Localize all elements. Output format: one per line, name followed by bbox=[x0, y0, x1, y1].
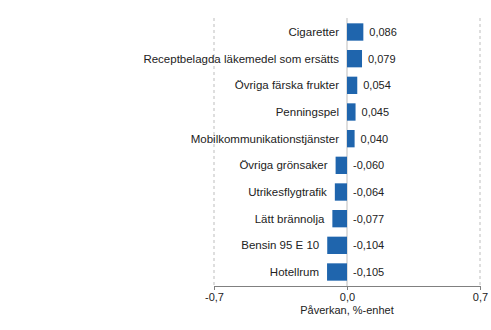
data-label: -0,077 bbox=[353, 213, 384, 225]
tick-label: 0,0 bbox=[340, 291, 355, 303]
data-label: 0,040 bbox=[361, 133, 389, 145]
tick: -0,7 bbox=[205, 286, 224, 303]
bar bbox=[336, 157, 347, 174]
data-label: -0,064 bbox=[353, 186, 384, 198]
data-label: 0,086 bbox=[369, 26, 397, 38]
data-label: 0,079 bbox=[368, 53, 396, 65]
x-axis: -0,7 0,0 0,7 bbox=[205, 286, 488, 303]
category-label: Bensin 95 E 10 bbox=[241, 239, 319, 251]
tick-mark bbox=[480, 286, 481, 290]
axis-line bbox=[215, 287, 481, 291]
category-label: Övriga grönsaker bbox=[239, 159, 327, 171]
bar bbox=[332, 210, 347, 227]
bar bbox=[335, 183, 347, 200]
tick-label: -0,7 bbox=[205, 291, 224, 303]
tick-mark bbox=[347, 286, 348, 290]
category-label: Receptbelagda läkemedel som ersätts bbox=[143, 53, 339, 65]
tick-label: 0,7 bbox=[473, 291, 488, 303]
data-label: -0,060 bbox=[353, 159, 384, 171]
bar bbox=[327, 237, 347, 254]
data-labels: 0,086 0,079 0,054 0,045 0,040 -0,060 -0,064 -0,… bbox=[353, 26, 397, 278]
bar bbox=[347, 77, 357, 94]
tick-mark bbox=[214, 286, 215, 290]
category-label: Utrikesflygtrafik bbox=[248, 186, 327, 198]
data-label: 0,045 bbox=[362, 106, 390, 118]
grid-line bbox=[480, 18, 481, 286]
category-label: Cigaretter bbox=[289, 26, 340, 38]
chart: -0,7 0,0 0,7 Påverkan, %-enhet Cigaretter Rec… bbox=[0, 0, 491, 330]
bar bbox=[347, 130, 355, 147]
category-label: Penningspel bbox=[276, 106, 339, 118]
category-label: Lätt brännolja bbox=[255, 213, 325, 225]
category-labels: Cigaretter Receptbelagda läkemedel som er… bbox=[143, 26, 339, 278]
bar bbox=[347, 50, 362, 67]
category-label: Mobilkommunikationstjänster bbox=[191, 133, 339, 145]
data-label: 0,054 bbox=[363, 79, 391, 91]
bar bbox=[347, 103, 356, 120]
axis-title: Påverkan, %-enhet bbox=[300, 304, 394, 316]
bar bbox=[347, 23, 363, 40]
category-label: Hotellrum bbox=[270, 266, 319, 278]
category-label: Övriga färska frukter bbox=[235, 79, 339, 91]
tick: 0,0 bbox=[340, 286, 355, 303]
tick: 0,7 bbox=[473, 286, 488, 303]
data-label: -0,104 bbox=[353, 239, 384, 251]
data-label: -0,105 bbox=[353, 266, 384, 278]
bar bbox=[327, 263, 347, 280]
